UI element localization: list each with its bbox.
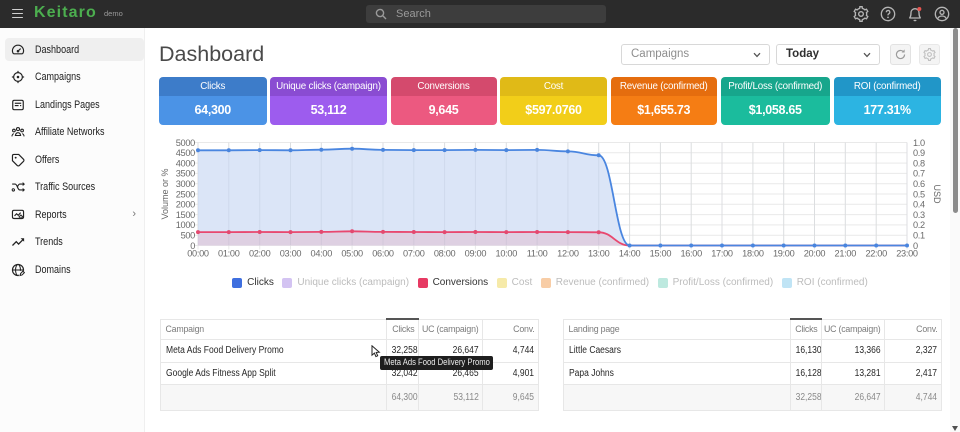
svg-text:06:00: 06:00 [372,249,394,259]
svg-text:0.9: 0.9 [913,148,925,158]
svg-text:0.5: 0.5 [913,189,925,199]
svg-text:1000: 1000 [176,220,195,230]
svg-text:16:00: 16:00 [680,249,702,259]
svg-text:01:00: 01:00 [218,249,240,259]
svg-text:3000: 3000 [176,179,195,189]
svg-text:20:00: 20:00 [804,249,826,259]
svg-text:1500: 1500 [176,210,195,220]
svg-text:Volume or %: Volume or % [160,168,170,219]
svg-text:0.7: 0.7 [913,169,925,179]
svg-text:5000: 5000 [176,138,195,148]
svg-text:02:00: 02:00 [249,249,271,259]
svg-text:03:00: 03:00 [280,249,302,259]
svg-text:0.6: 0.6 [913,179,925,189]
svg-text:USD: USD [932,184,942,204]
svg-text:18:00: 18:00 [742,249,764,259]
svg-text:05:00: 05:00 [341,249,363,259]
svg-text:3500: 3500 [176,169,195,179]
svg-text:12:00: 12:00 [557,249,579,259]
svg-text:10:00: 10:00 [496,249,518,259]
svg-text:23:00: 23:00 [896,249,918,259]
svg-text:14:00: 14:00 [619,249,641,259]
svg-text:11:00: 11:00 [527,249,548,259]
svg-text:08:00: 08:00 [434,249,456,259]
svg-text:2000: 2000 [176,200,195,210]
svg-text:00:00: 00:00 [187,249,209,259]
svg-text:09:00: 09:00 [465,249,487,259]
svg-text:0.1: 0.1 [913,231,925,241]
svg-text:19:00: 19:00 [773,249,795,259]
svg-text:04:00: 04:00 [311,249,333,259]
svg-text:0.3: 0.3 [913,210,925,220]
svg-text:0: 0 [913,241,918,251]
svg-text:21:00: 21:00 [835,249,857,259]
svg-text:0.4: 0.4 [913,200,925,210]
svg-text:4500: 4500 [176,148,195,158]
svg-text:07:00: 07:00 [403,249,425,259]
svg-text:1.0: 1.0 [913,138,925,148]
svg-text:0.8: 0.8 [913,158,925,168]
svg-text:15:00: 15:00 [650,249,672,259]
svg-text:500: 500 [181,231,196,241]
svg-text:0.2: 0.2 [913,220,925,230]
svg-text:2500: 2500 [176,189,195,199]
svg-text:4000: 4000 [176,158,195,168]
svg-text:0: 0 [190,241,195,251]
svg-text:13:00: 13:00 [588,249,610,259]
svg-text:17:00: 17:00 [711,249,733,259]
svg-text:22:00: 22:00 [865,249,887,259]
